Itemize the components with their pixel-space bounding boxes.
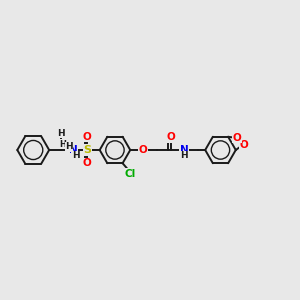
Text: O: O [83, 132, 92, 142]
Text: O: O [139, 145, 147, 155]
Text: S: S [83, 145, 92, 155]
Text: H: H [59, 140, 66, 148]
Text: N: N [69, 145, 78, 155]
Text: H: H [72, 152, 80, 160]
Text: O: O [240, 140, 249, 150]
Text: O: O [83, 158, 92, 168]
Text: H: H [181, 152, 188, 160]
Text: H: H [57, 129, 64, 138]
Text: Cl: Cl [124, 169, 136, 179]
Text: H: H [65, 142, 73, 151]
Text: O: O [232, 133, 241, 143]
Text: N: N [180, 145, 189, 155]
Text: O: O [166, 132, 175, 142]
